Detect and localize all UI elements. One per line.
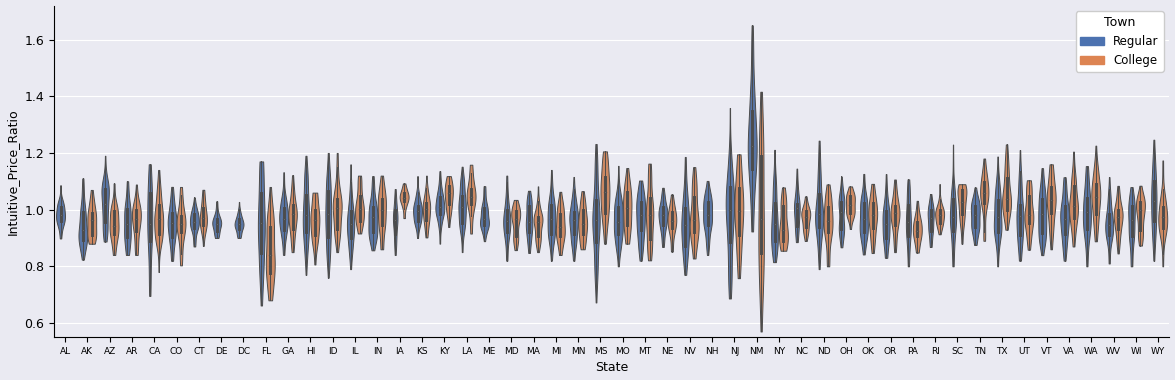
Y-axis label: Intuitive_Price_Ratio: Intuitive_Price_Ratio xyxy=(6,108,19,235)
Point xyxy=(832,209,851,215)
Point xyxy=(841,202,860,208)
Point xyxy=(1033,211,1052,217)
Point xyxy=(1100,222,1119,228)
Point xyxy=(318,211,337,217)
Point xyxy=(462,194,481,200)
Point xyxy=(886,210,905,216)
Point xyxy=(306,217,324,223)
Point xyxy=(328,205,347,211)
Point xyxy=(944,214,962,220)
Point xyxy=(1020,212,1039,218)
Point xyxy=(363,214,382,220)
Point xyxy=(1109,214,1128,220)
Point xyxy=(797,214,815,220)
Point xyxy=(95,201,114,207)
Point xyxy=(1122,217,1141,223)
Point xyxy=(251,220,270,226)
Point xyxy=(908,228,927,234)
Point xyxy=(519,219,538,225)
Point xyxy=(1042,197,1061,203)
Point xyxy=(931,212,949,218)
Point xyxy=(921,215,940,222)
Point xyxy=(194,215,213,222)
Point xyxy=(82,217,101,223)
Point xyxy=(1077,209,1096,215)
Point xyxy=(105,223,123,230)
Point xyxy=(162,220,181,226)
Point xyxy=(596,189,615,195)
X-axis label: State: State xyxy=(595,361,629,374)
Point xyxy=(752,215,771,222)
Point xyxy=(743,142,761,149)
Point xyxy=(810,211,828,217)
Legend: Regular, College: Regular, College xyxy=(1075,11,1163,72)
Point xyxy=(975,190,994,196)
Point xyxy=(207,221,226,227)
Point xyxy=(720,207,739,213)
Point xyxy=(149,216,168,222)
Point xyxy=(663,218,682,224)
Point xyxy=(497,218,516,224)
Point xyxy=(698,212,717,218)
Point xyxy=(118,220,136,226)
Point xyxy=(609,219,627,225)
Point xyxy=(551,224,570,230)
Point xyxy=(140,220,159,226)
Point xyxy=(877,221,895,227)
Point xyxy=(127,215,146,222)
Point xyxy=(730,208,748,214)
Point xyxy=(430,204,449,210)
Point xyxy=(261,252,280,258)
Point xyxy=(864,212,882,218)
Point xyxy=(640,212,659,218)
Point xyxy=(1132,207,1150,214)
Point xyxy=(283,211,302,217)
Point xyxy=(586,217,605,223)
Point xyxy=(1144,198,1163,204)
Point xyxy=(385,217,404,223)
Point xyxy=(229,221,248,227)
Point xyxy=(417,206,436,212)
Point xyxy=(1154,214,1173,220)
Point xyxy=(1055,216,1074,222)
Point xyxy=(372,207,391,213)
Point xyxy=(1010,213,1029,219)
Point xyxy=(685,217,704,223)
Point xyxy=(274,216,293,222)
Point xyxy=(542,216,560,222)
Point xyxy=(1065,203,1083,209)
Point xyxy=(452,204,471,210)
Point xyxy=(74,227,93,233)
Point xyxy=(966,212,985,218)
Point xyxy=(475,216,494,222)
Point xyxy=(631,212,650,218)
Point xyxy=(819,218,838,224)
Point xyxy=(350,206,369,212)
Point xyxy=(184,218,203,225)
Point xyxy=(506,216,525,222)
Point xyxy=(998,196,1016,202)
Point xyxy=(172,221,190,227)
Point xyxy=(564,217,583,223)
Point xyxy=(341,221,360,227)
Point xyxy=(653,212,672,218)
Point xyxy=(529,218,548,225)
Point xyxy=(953,199,972,205)
Point xyxy=(395,195,414,201)
Point xyxy=(408,208,427,214)
Point xyxy=(1087,194,1106,200)
Point xyxy=(676,222,694,228)
Point xyxy=(439,190,458,196)
Point xyxy=(573,220,592,226)
Point xyxy=(774,227,793,233)
Point xyxy=(787,205,806,211)
Point xyxy=(765,221,784,227)
Point xyxy=(296,212,315,218)
Point xyxy=(988,214,1007,220)
Point xyxy=(618,205,637,211)
Point xyxy=(854,217,873,223)
Point xyxy=(899,219,918,225)
Point xyxy=(52,212,70,218)
